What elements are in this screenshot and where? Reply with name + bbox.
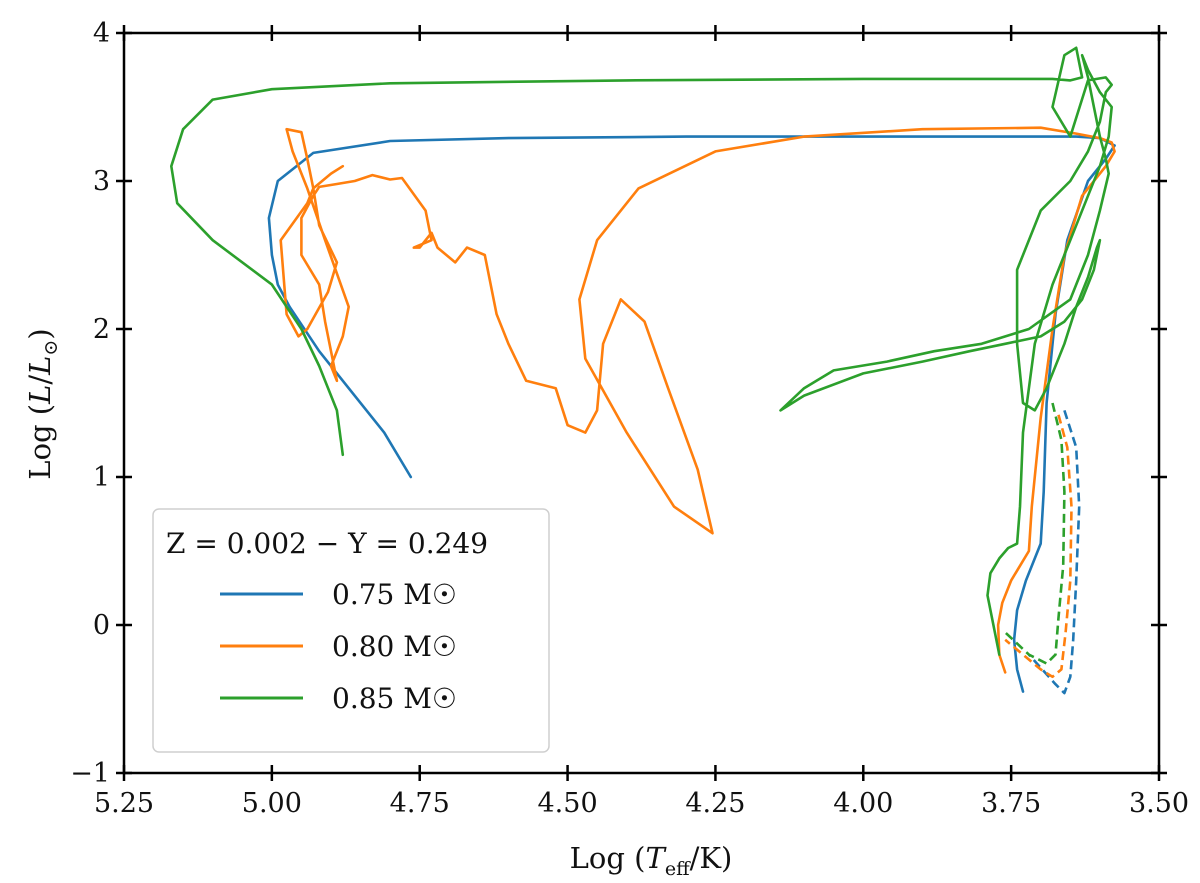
y-tick-label: −1 (70, 758, 110, 789)
y-tick-labels: −1 0 1 2 3 4 (70, 18, 110, 789)
x-tick-label: 3.75 (981, 788, 1041, 819)
x-tick-label: 4.75 (390, 788, 450, 819)
legend-entries: 0.75 M☉ 0.80 M☉ 0.85 M☉ (220, 578, 457, 715)
legend: Z = 0.002 − Y = 0.249 0.75 M☉ 0.80 M☉ 0.85… (152, 508, 550, 753)
plot-frame (122, 31, 1161, 775)
x-axis-label: Log (Teff/K) (570, 841, 733, 880)
y-tick-label: 2 (93, 314, 110, 345)
y-tick-label: 0 (93, 610, 110, 641)
series-dashed-line-3 (1004, 402, 1066, 665)
legend-box (152, 508, 550, 753)
x-tick-label: 5.00 (242, 788, 302, 819)
series-line-1 (267, 135, 1116, 693)
legend-title: Z = 0.002 − Y = 0.249 (166, 527, 488, 560)
y-axis-label: Log (L/L⊙) (23, 328, 62, 479)
legend-label-3: 0.85 M☉ (332, 682, 457, 715)
x-tick-label: 4.00 (833, 788, 893, 819)
x-tick-label: 3.50 (1129, 788, 1189, 819)
x-tick-label: 4.25 (685, 788, 745, 819)
y-tick-label: 4 (93, 18, 110, 49)
y-tick-label: 3 (93, 166, 110, 197)
series-layer (170, 46, 1116, 695)
ticks-layer (116, 25, 1167, 781)
y-tick-label: 1 (93, 462, 110, 493)
series-dashed-line-1 (1027, 410, 1081, 695)
series-line-2 (279, 126, 1116, 674)
legend-label-1: 0.75 M☉ (332, 578, 457, 611)
legend-label-2: 0.80 M☉ (332, 630, 457, 663)
x-tick-labels: 5.25 5.00 4.75 4.50 4.25 4.00 3.75 3.50 (94, 788, 1189, 819)
series-line-3 (170, 46, 1113, 656)
x-tick-label: 5.25 (94, 788, 154, 819)
x-tick-label: 4.50 (538, 788, 598, 819)
